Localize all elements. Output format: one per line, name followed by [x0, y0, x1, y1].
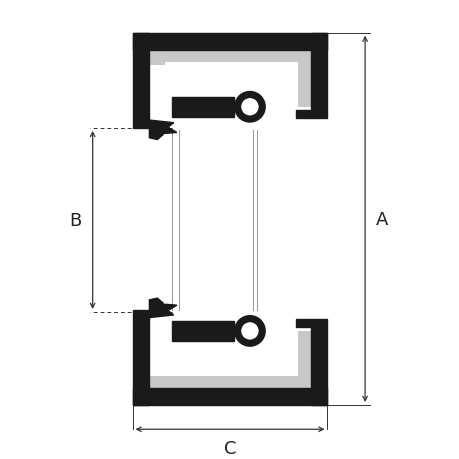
Polygon shape — [132, 310, 149, 405]
Polygon shape — [296, 111, 327, 119]
Polygon shape — [149, 50, 310, 63]
Circle shape — [240, 98, 259, 117]
Circle shape — [240, 321, 259, 341]
Polygon shape — [297, 331, 310, 388]
Circle shape — [234, 92, 265, 123]
Text: C: C — [223, 439, 236, 457]
Text: B: B — [70, 212, 82, 230]
Polygon shape — [149, 298, 163, 305]
Polygon shape — [297, 50, 310, 107]
Polygon shape — [132, 34, 149, 129]
Polygon shape — [149, 376, 310, 388]
Polygon shape — [296, 319, 327, 328]
Polygon shape — [132, 34, 327, 50]
Polygon shape — [310, 328, 327, 405]
Polygon shape — [310, 34, 327, 111]
Polygon shape — [149, 305, 176, 318]
Polygon shape — [132, 388, 327, 405]
Text: A: A — [375, 210, 387, 228]
Polygon shape — [149, 134, 163, 140]
Circle shape — [240, 98, 259, 117]
Polygon shape — [149, 121, 176, 134]
Polygon shape — [172, 321, 234, 341]
Circle shape — [234, 315, 265, 347]
Polygon shape — [149, 50, 164, 66]
Polygon shape — [172, 98, 234, 117]
